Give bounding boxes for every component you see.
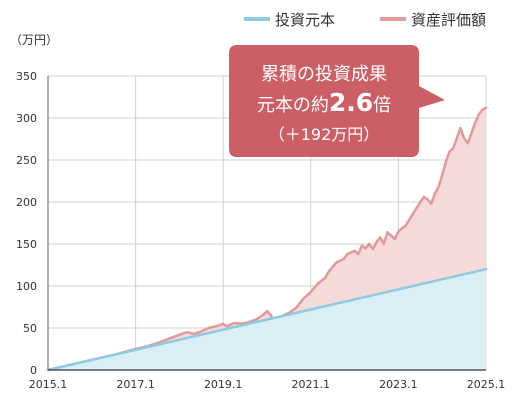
y-axis-unit-label: （万円） — [10, 33, 58, 47]
x-tick-label-2019.1: 2019.1 — [204, 378, 243, 391]
y-tick-label-50: 50 — [23, 322, 37, 335]
y-tick-label-100: 100 — [16, 280, 37, 293]
y-tick-label-350: 350 — [16, 70, 37, 83]
x-tick-label-2021.1: 2021.1 — [292, 378, 331, 391]
callout-multiplier-value: 2.6 — [329, 88, 373, 117]
callout-line-2-prefix: 元本の約 — [257, 95, 329, 116]
axes — [47, 76, 486, 371]
callout-bubble — [229, 45, 445, 157]
x-tick-label-2015.1: 2015.1 — [29, 378, 68, 391]
y-tick-label-150: 150 — [16, 238, 37, 251]
x-tick-label-2025.1: 2025.1 — [467, 378, 506, 391]
legend: 投資元本 資産評価額 — [244, 11, 486, 29]
legend-label-valuation: 資産評価額 — [411, 11, 486, 29]
callout-line-2: 元本の約2.6倍 — [257, 88, 391, 117]
callout-line-1: 累積の投資成果 — [261, 64, 387, 85]
series-line-principal — [46, 267, 488, 372]
x-tick-label-2017.1: 2017.1 — [116, 378, 155, 391]
callout-line-3: （＋192万円） — [269, 125, 380, 144]
callout-annotation: 累積の投資成果 元本の約2.6倍 （＋192万円） — [229, 45, 445, 157]
y-tick-label-200: 200 — [16, 196, 37, 209]
y-tick-labels: 0 50 100 150 200 250 300 350 — [16, 70, 37, 377]
y-tick-label-0: 0 — [30, 364, 37, 377]
y-tick-label-300: 300 — [16, 112, 37, 125]
series-areas — [46, 106, 488, 372]
callout-line-2-suffix: 倍 — [373, 95, 391, 116]
legend-label-principal: 投資元本 — [275, 11, 335, 29]
y-tick-label-250: 250 — [16, 154, 37, 167]
x-tick-label-2023.1: 2023.1 — [379, 378, 418, 391]
series-line-valuation — [46, 106, 488, 372]
x-tick-labels: 2015.1 2017.1 2019.1 2021.1 2023.1 2025.1 — [29, 378, 506, 391]
